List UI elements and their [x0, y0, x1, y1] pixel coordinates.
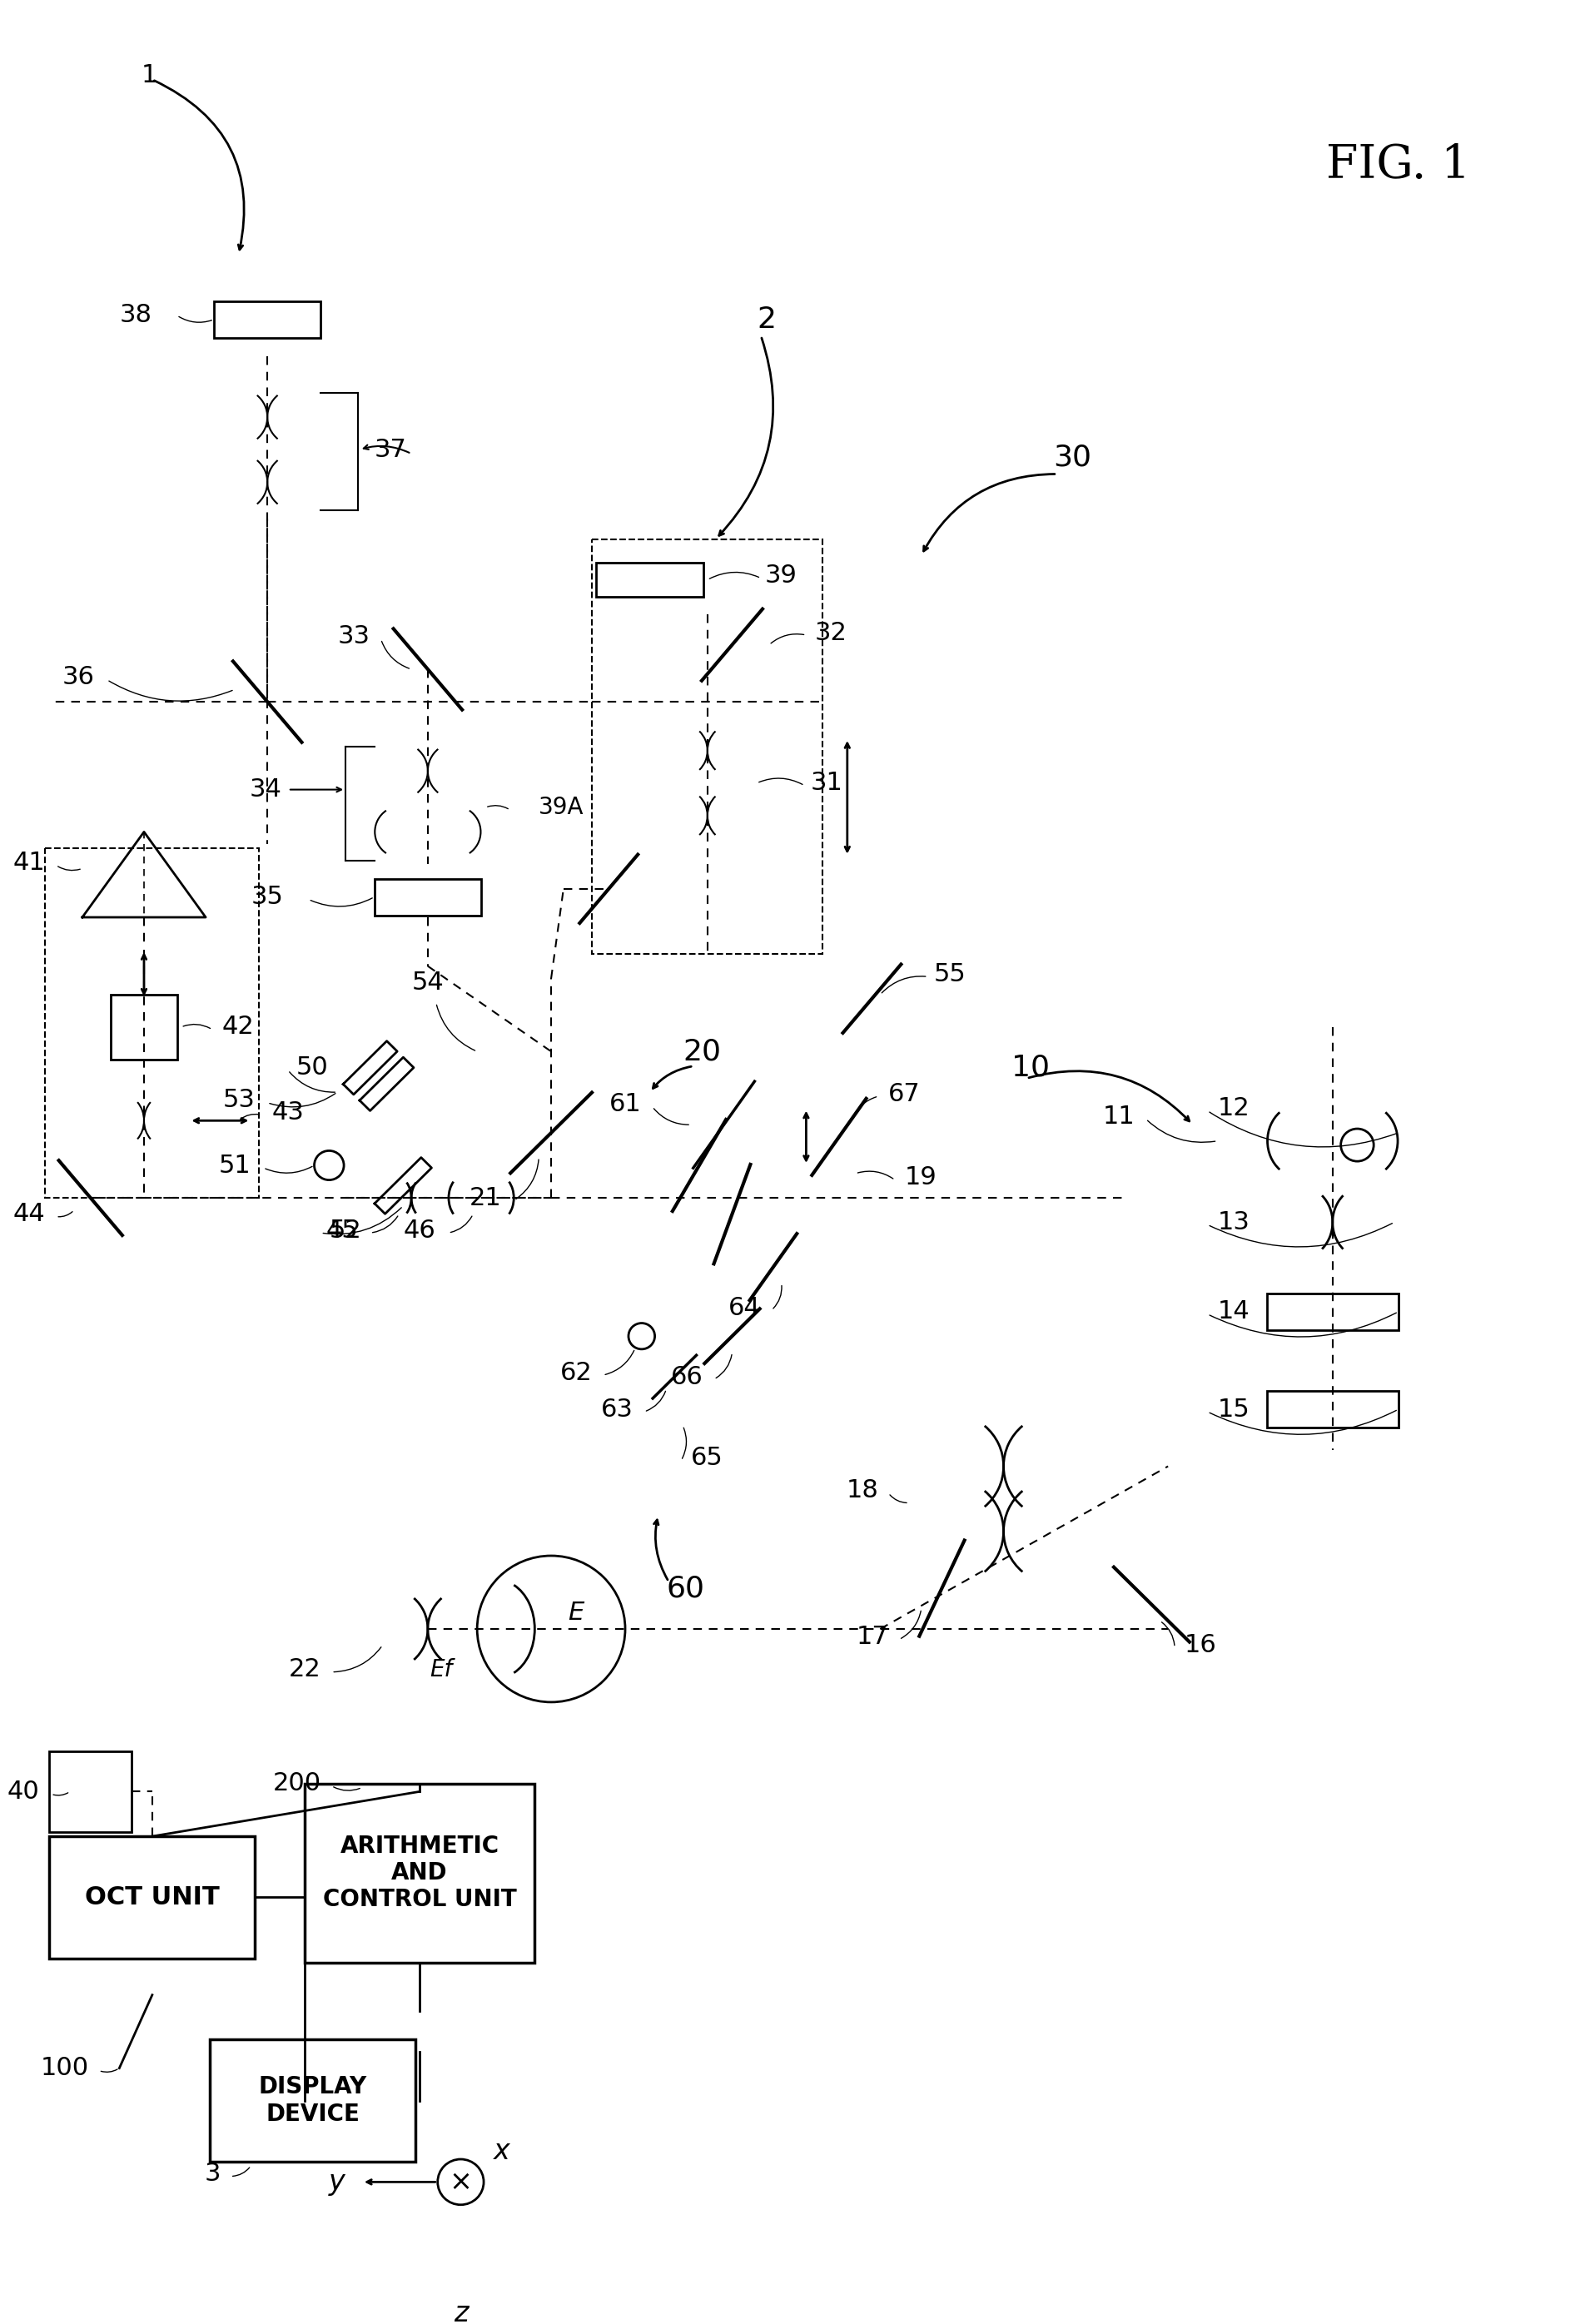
Text: 64: 64 [728, 1294, 760, 1320]
Text: 200: 200 [272, 1771, 321, 1796]
Text: Ef: Ef [430, 1657, 452, 1680]
Text: 54: 54 [411, 969, 444, 995]
Text: 38: 38 [120, 304, 152, 328]
Bar [210, 2040, 416, 2161]
Text: 66: 66 [672, 1364, 703, 1390]
Text: 50: 50 [295, 1055, 329, 1081]
Text: 55: 55 [934, 962, 965, 985]
Text: z: z [453, 2301, 468, 2324]
Bar [111, 995, 177, 1060]
Text: y: y [329, 2168, 346, 2196]
Text: 61: 61 [608, 1092, 641, 1116]
Text: 40: 40 [8, 1780, 40, 1803]
Text: 43: 43 [272, 1099, 303, 1125]
Bar [374, 878, 480, 916]
Text: 20: 20 [683, 1037, 720, 1067]
Bar [213, 302, 321, 337]
Bar [49, 1836, 254, 1959]
Text: 44: 44 [13, 1202, 46, 1227]
Text: 34: 34 [250, 779, 283, 802]
Text: ARITHMETIC
AND
CONTROL UNIT: ARITHMETIC AND CONTROL UNIT [322, 1834, 517, 1913]
Text: 30: 30 [1052, 444, 1090, 472]
Text: 32: 32 [814, 621, 847, 644]
Text: 3: 3 [204, 2161, 220, 2187]
Text: 63: 63 [600, 1397, 634, 1422]
Bar [305, 1783, 534, 1961]
Text: 46: 46 [403, 1218, 436, 1243]
Text: 12: 12 [1217, 1097, 1250, 1120]
Text: DISPLAY
DEVICE: DISPLAY DEVICE [258, 2075, 367, 2126]
Text: E: E [567, 1601, 583, 1624]
Text: 16: 16 [1183, 1634, 1217, 1657]
Text: 37: 37 [374, 437, 406, 462]
Text: x: x [493, 2138, 510, 2166]
Bar [46, 848, 259, 1197]
Text: 100: 100 [41, 2057, 88, 2080]
Text: 42: 42 [223, 1016, 254, 1039]
Text: 65: 65 [690, 1446, 724, 1471]
Text: 31: 31 [811, 772, 842, 795]
Bar [592, 539, 822, 953]
Text: 19: 19 [904, 1164, 937, 1190]
Text: 14: 14 [1217, 1299, 1250, 1325]
Text: OCT UNIT: OCT UNIT [85, 1885, 220, 1910]
Text: 62: 62 [559, 1360, 592, 1385]
Text: 17: 17 [856, 1624, 888, 1650]
Bar [49, 1750, 131, 1831]
Bar [596, 562, 703, 597]
Text: 33: 33 [338, 625, 370, 648]
Text: 2: 2 [757, 304, 776, 335]
Bar [1266, 1392, 1398, 1427]
Bar [1266, 1294, 1398, 1329]
Text: 51: 51 [218, 1153, 251, 1178]
Text: ×: × [449, 2168, 472, 2196]
Text: 18: 18 [845, 1478, 878, 1504]
Text: 53: 53 [223, 1088, 254, 1113]
Text: 21: 21 [469, 1185, 501, 1211]
Text: 36: 36 [62, 665, 95, 690]
Text: 60: 60 [665, 1573, 705, 1604]
Text: 11: 11 [1103, 1104, 1134, 1129]
Text: 13: 13 [1217, 1211, 1250, 1234]
Text: 10: 10 [1011, 1053, 1049, 1083]
Text: 35: 35 [251, 885, 284, 909]
Text: FIG. 1: FIG. 1 [1326, 142, 1469, 188]
Text: 22: 22 [289, 1657, 321, 1683]
Text: 52: 52 [329, 1218, 362, 1243]
Text: 45: 45 [325, 1218, 357, 1243]
Text: 15: 15 [1217, 1397, 1250, 1422]
Text: 41: 41 [13, 851, 46, 874]
Text: 39A: 39A [539, 795, 585, 818]
Text: 39: 39 [765, 565, 796, 588]
Text: 67: 67 [888, 1081, 920, 1106]
Text: 1: 1 [142, 63, 158, 88]
